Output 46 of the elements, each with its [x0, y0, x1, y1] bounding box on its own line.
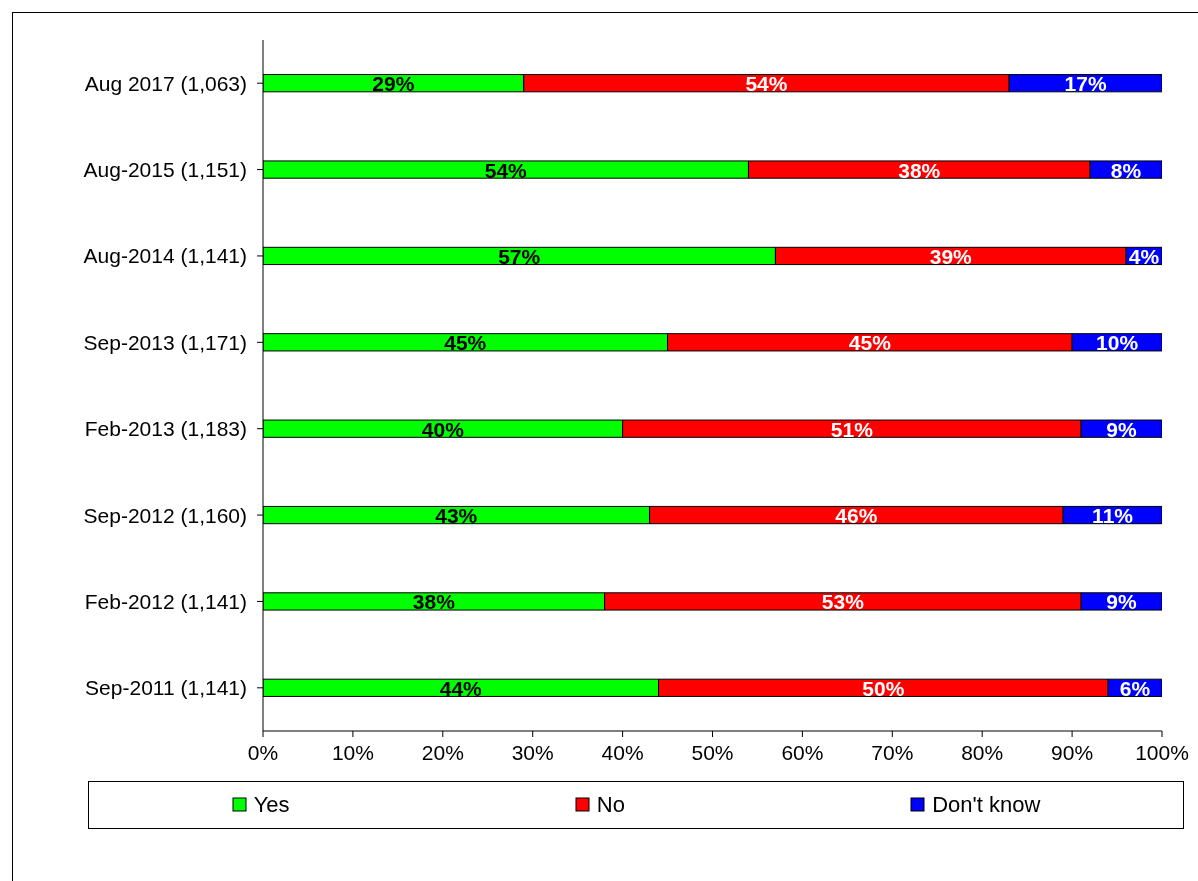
x-tick-label: 0%	[247, 740, 279, 764]
y-tick-label: Sep-2013 (1,171)	[83, 330, 247, 354]
data-label: 29%	[372, 72, 415, 96]
data-label: 10%	[1096, 331, 1139, 355]
data-label: 9%	[1106, 590, 1138, 614]
data-label: 17%	[1064, 72, 1107, 96]
y-tick-label: Sep-2011 (1,141)	[85, 676, 247, 700]
x-tick-label: 20%	[421, 740, 464, 764]
y-tick-label: Aug-2014 (1,141)	[83, 244, 247, 268]
y-tick-label: Aug-2015 (1,151)	[83, 158, 247, 182]
x-tick-label: 30%	[511, 740, 554, 764]
data-label: 6%	[1119, 676, 1151, 700]
data-label: 43%	[435, 504, 478, 528]
data-label: 54%	[745, 72, 788, 96]
data-label: 11%	[1092, 504, 1134, 528]
data-label: 46%	[835, 504, 878, 528]
data-label: 9%	[1106, 417, 1138, 441]
y-tick-label: Feb-2013 (1,183)	[84, 417, 247, 441]
y-tick-label: Feb-2012 (1,141)	[84, 589, 247, 613]
data-label: 45%	[444, 331, 487, 355]
x-tick-label: 10%	[331, 740, 374, 764]
data-label: 38%	[898, 158, 941, 182]
x-tick-label: 50%	[691, 740, 734, 764]
data-label: 38%	[412, 590, 456, 614]
y-tick-label: Aug 2017 (1,063)	[84, 71, 247, 95]
y-tick-label: Sep-2012 (1,160)	[83, 503, 247, 527]
data-label: 45%	[848, 331, 892, 355]
x-tick-label: 40%	[601, 740, 644, 764]
x-tick-label: 80%	[961, 740, 1004, 764]
data-label: 39%	[929, 244, 973, 268]
data-label: 8%	[1110, 158, 1142, 182]
data-label: 57%	[498, 244, 541, 268]
data-label: 4%	[1128, 244, 1160, 268]
legend-label: No	[595, 792, 625, 818]
x-tick-label: 90%	[1051, 740, 1094, 764]
data-label: 53%	[821, 590, 865, 614]
data-label: 50%	[862, 676, 905, 700]
x-tick-label: 60%	[781, 740, 824, 764]
legend-label: Don't know	[931, 792, 1041, 818]
x-tick-label: 70%	[871, 740, 914, 764]
data-label: 40%	[421, 417, 465, 441]
x-tick-label: 100%	[1135, 740, 1189, 764]
data-label: 51%	[830, 417, 874, 441]
data-label: 54%	[484, 158, 528, 182]
legend-label: Yes	[252, 792, 290, 818]
data-label: 44%	[439, 676, 483, 700]
